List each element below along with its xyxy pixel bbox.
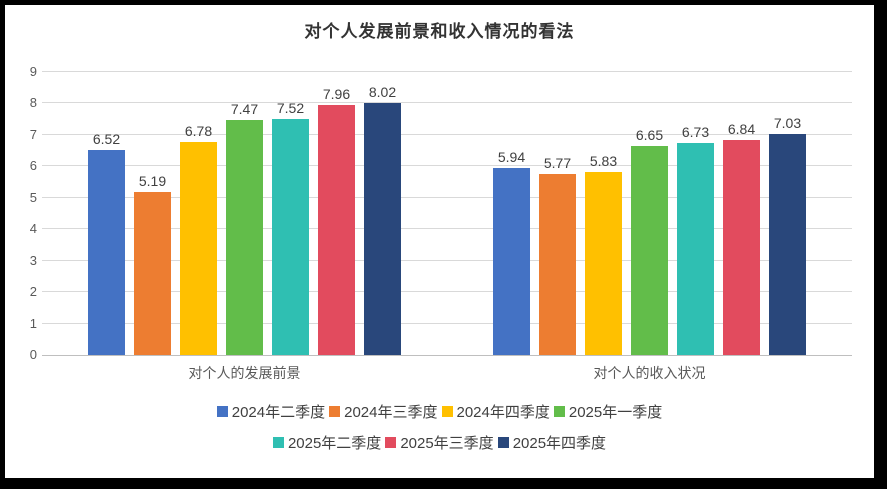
bar-slot: 5.94 — [493, 72, 530, 355]
x-axis-line — [42, 355, 852, 356]
bar-value-label: 6.52 — [92, 130, 121, 147]
bar-slot: 5.19 — [134, 72, 171, 355]
category-label: 对个人的发展前景 — [188, 365, 301, 381]
gridline — [42, 228, 852, 230]
gridline — [42, 196, 852, 198]
legend-row: 2025年二季度 2025年三季度 2025年四季度 — [5, 432, 874, 453]
y-tick-label: 0 — [29, 347, 37, 362]
y-tick-label: 5 — [29, 189, 37, 205]
y-tick-label: 1 — [29, 315, 37, 331]
bar-value-label: 5.19 — [138, 172, 167, 189]
bar-slot: 6.78 — [180, 72, 217, 355]
legend-item: 2024年三季度 — [327, 401, 439, 422]
bar — [364, 102, 401, 355]
y-tick-label: 7 — [29, 126, 37, 142]
y-tick-label: 6 — [29, 158, 37, 174]
bar-slot: 6.84 — [723, 72, 760, 355]
legend-item: 2024年二季度 — [215, 401, 327, 422]
legend-swatch-icon — [553, 406, 565, 417]
gridline — [42, 102, 852, 104]
chart-canvas: 对个人发展前景和收入情况的看法 6.52 5.19 6.78 7.47 7.52 7.96… — [5, 5, 874, 478]
gridline — [42, 259, 852, 261]
gridline — [42, 133, 852, 135]
legend-item: 2024年四季度 — [440, 401, 552, 422]
y-axis: 0 1 2 3 4 5 6 7 8 9 — [5, 5, 874, 478]
plot-area: 6.52 5.19 6.78 7.47 7.52 7.96 8.02 5.94 5.77 5.83… — [42, 71, 852, 356]
bar — [318, 104, 355, 355]
legend-label: 2025年三季度 — [400, 435, 494, 452]
bar — [585, 171, 622, 355]
bar-value-label: 6.73 — [681, 124, 710, 141]
bar-value-label: 8.02 — [368, 83, 397, 100]
bar — [631, 145, 668, 355]
legend-swatch-icon — [497, 437, 509, 448]
y-tick-label: 4 — [29, 221, 37, 237]
legend-item: 2025年一季度 — [552, 401, 664, 422]
legend-item: 2025年三季度 — [383, 432, 495, 453]
bar — [493, 168, 530, 355]
bar-slot: 5.77 — [539, 72, 576, 355]
bar — [539, 173, 576, 355]
bar-group: 5.94 5.77 5.83 6.65 6.73 6.84 7.03 — [447, 72, 852, 355]
legend-label: 2024年三季度 — [344, 404, 438, 421]
bar-value-label: 6.78 — [184, 122, 213, 139]
bar — [180, 141, 217, 355]
legend-label: 2024年四季度 — [456, 404, 550, 421]
bar — [88, 149, 125, 355]
bar — [226, 120, 263, 355]
bar-slot: 5.83 — [585, 72, 622, 355]
y-tick-label: 2 — [29, 284, 37, 300]
bars-layer: 6.52 5.19 6.78 7.47 7.52 7.96 8.02 5.94 5.77 5.83… — [42, 72, 852, 355]
legend-label: 2024年二季度 — [231, 404, 326, 421]
bar-slot: 6.73 — [677, 72, 714, 355]
gridline — [42, 322, 852, 324]
y-tick-label: 9 — [29, 64, 37, 79]
bar-slot: 7.47 — [226, 72, 263, 355]
legend-swatch-icon — [329, 406, 341, 417]
gridline — [42, 291, 852, 293]
legend-swatch-icon — [441, 406, 453, 417]
bar-value-label: 5.83 — [589, 152, 618, 169]
bar-value-label: 7.96 — [322, 85, 351, 102]
legend-swatch-icon — [216, 406, 228, 417]
legend-row: 2024年二季度 2024年三季度 2024年四季度 2025年一季度 — [5, 401, 874, 422]
gridline — [42, 165, 852, 167]
bar-value-label: 5.77 — [543, 154, 572, 171]
bar-value-label: 7.03 — [773, 114, 802, 131]
y-tick-label: 3 — [29, 252, 37, 268]
bar-group: 6.52 5.19 6.78 7.47 7.52 7.96 8.02 — [42, 72, 447, 355]
legend-swatch-icon — [385, 437, 397, 448]
bar-value-label: 6.65 — [635, 126, 664, 143]
legend-label: 2025年二季度 — [287, 435, 382, 452]
bar — [272, 118, 309, 355]
bar-slot: 6.52 — [88, 72, 125, 355]
chart-title: 对个人发展前景和收入情况的看法 — [304, 22, 575, 42]
bar-slot: 7.96 — [318, 72, 355, 355]
bar-value-label: 7.52 — [276, 99, 305, 116]
bar-value-label: 7.47 — [230, 101, 259, 118]
y-tick-label: 8 — [29, 95, 37, 111]
legend: 2024年二季度 2024年三季度 2024年四季度 2025年一季度 2025年二季度… — [5, 401, 874, 463]
bar-slot: 8.02 — [364, 72, 401, 355]
bar-slot: 6.65 — [631, 72, 668, 355]
bar — [134, 191, 171, 355]
category-label: 对个人的收入状况 — [593, 365, 706, 381]
legend-item: 2025年二季度 — [271, 432, 383, 453]
bar — [769, 133, 806, 355]
bar-value-label: 6.84 — [727, 120, 756, 137]
bar-slot: 7.52 — [272, 72, 309, 355]
legend-swatch-icon — [272, 437, 284, 448]
legend-item: 2025年四季度 — [496, 432, 608, 453]
bar — [677, 143, 714, 355]
bar-value-label: 5.94 — [497, 149, 526, 166]
bar-slot: 7.03 — [769, 72, 806, 355]
bar — [723, 139, 760, 355]
gridline — [42, 71, 852, 72]
legend-label: 2025年一季度 — [568, 404, 663, 421]
legend-label: 2025年四季度 — [512, 435, 607, 452]
